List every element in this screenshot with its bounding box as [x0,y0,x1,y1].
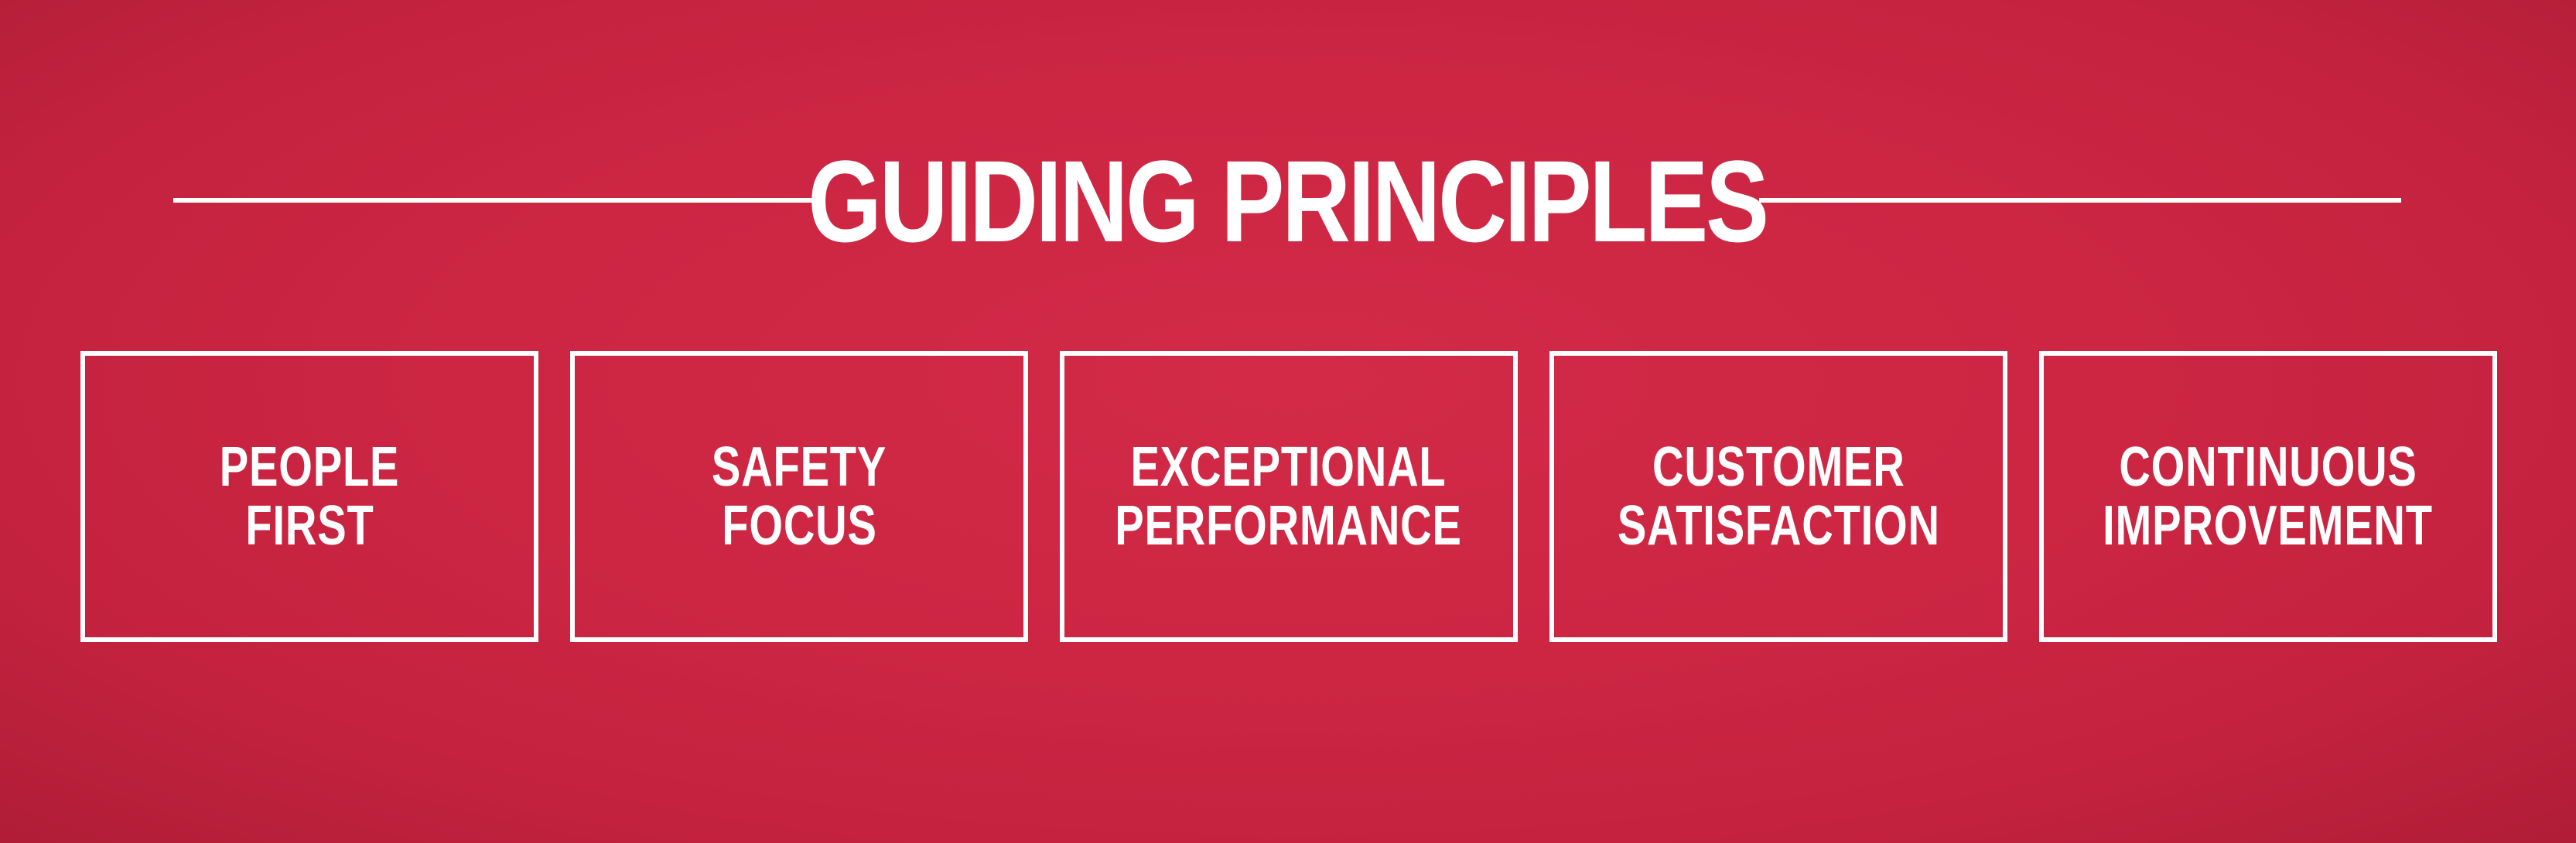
principle-card-customer-satisfaction: CUSTOMER SATISFACTION [1549,351,2007,642]
principle-line-2: SATISFACTION [1617,495,1940,557]
principle-line-2: FIRST [244,495,374,557]
principle-line-2: IMPROVEMENT [2103,495,2434,557]
principle-line-1: CONTINUOUS [2119,436,2417,498]
principle-card-people-first: PEOPLE FIRST [80,351,538,642]
principle-line-2: FOCUS [721,495,877,557]
principle-card-safety-focus: SAFETY FOCUS [570,351,1028,642]
principle-line-1: CUSTOMER [1652,436,1905,498]
left-divider [173,198,815,203]
principle-line-1: EXCEPTIONAL [1131,436,1447,498]
principle-line-1: PEOPLE [219,436,400,498]
heading-row: GUIDING PRINCIPLES [0,124,2576,278]
principle-line-1: SAFETY [711,436,887,498]
principle-card-exceptional-performance: EXCEPTIONAL PERFORMANCE [1060,351,1518,642]
principle-card-continuous-improvement: CONTINUOUS IMPROVEMENT [2039,351,2497,642]
page-title: GUIDING PRINCIPLES [808,136,1769,266]
right-divider [1759,198,2401,203]
principle-line-2: PERFORMANCE [1115,495,1463,557]
principles-row: PEOPLE FIRST SAFETY FOCUS EXCEPTIONAL PE… [0,351,2576,642]
